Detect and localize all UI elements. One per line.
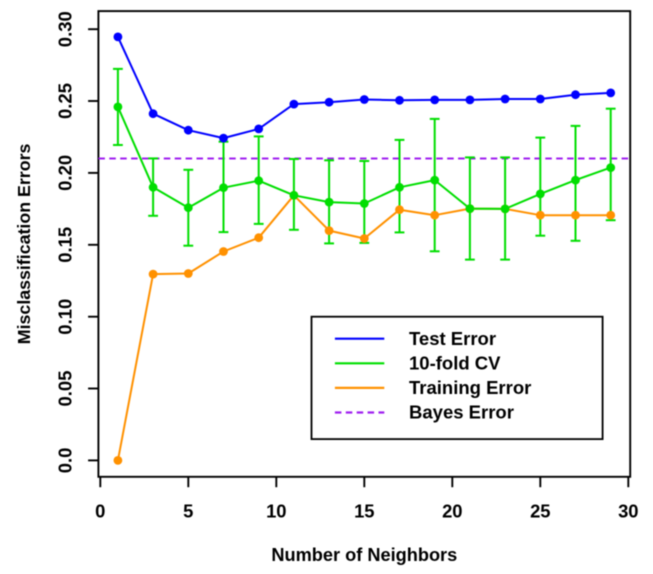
svg-text:Training Error: Training Error — [409, 377, 531, 398]
svg-text:Number of Neighbors: Number of Neighbors — [271, 545, 457, 565]
svg-text:0.20: 0.20 — [55, 155, 76, 191]
svg-text:0.0: 0.0 — [55, 448, 76, 474]
svg-text:0.25: 0.25 — [55, 83, 76, 119]
svg-text:15: 15 — [354, 501, 374, 522]
svg-text:20: 20 — [442, 501, 462, 522]
svg-text:Bayes Error: Bayes Error — [409, 402, 514, 423]
svg-text:10: 10 — [266, 501, 286, 522]
svg-text:10-fold CV: 10-fold CV — [409, 352, 501, 373]
svg-text:0: 0 — [95, 501, 105, 522]
svg-text:25: 25 — [530, 501, 550, 522]
svg-text:0.30: 0.30 — [55, 11, 76, 47]
svg-text:0.05: 0.05 — [55, 370, 76, 406]
svg-text:Test Error: Test Error — [409, 328, 496, 349]
svg-text:0.10: 0.10 — [55, 299, 76, 335]
svg-text:5: 5 — [183, 501, 193, 522]
svg-text:30: 30 — [618, 501, 638, 522]
svg-text:Misclassification Errors: Misclassification Errors — [14, 143, 34, 344]
svg-text:0.15: 0.15 — [55, 227, 76, 263]
